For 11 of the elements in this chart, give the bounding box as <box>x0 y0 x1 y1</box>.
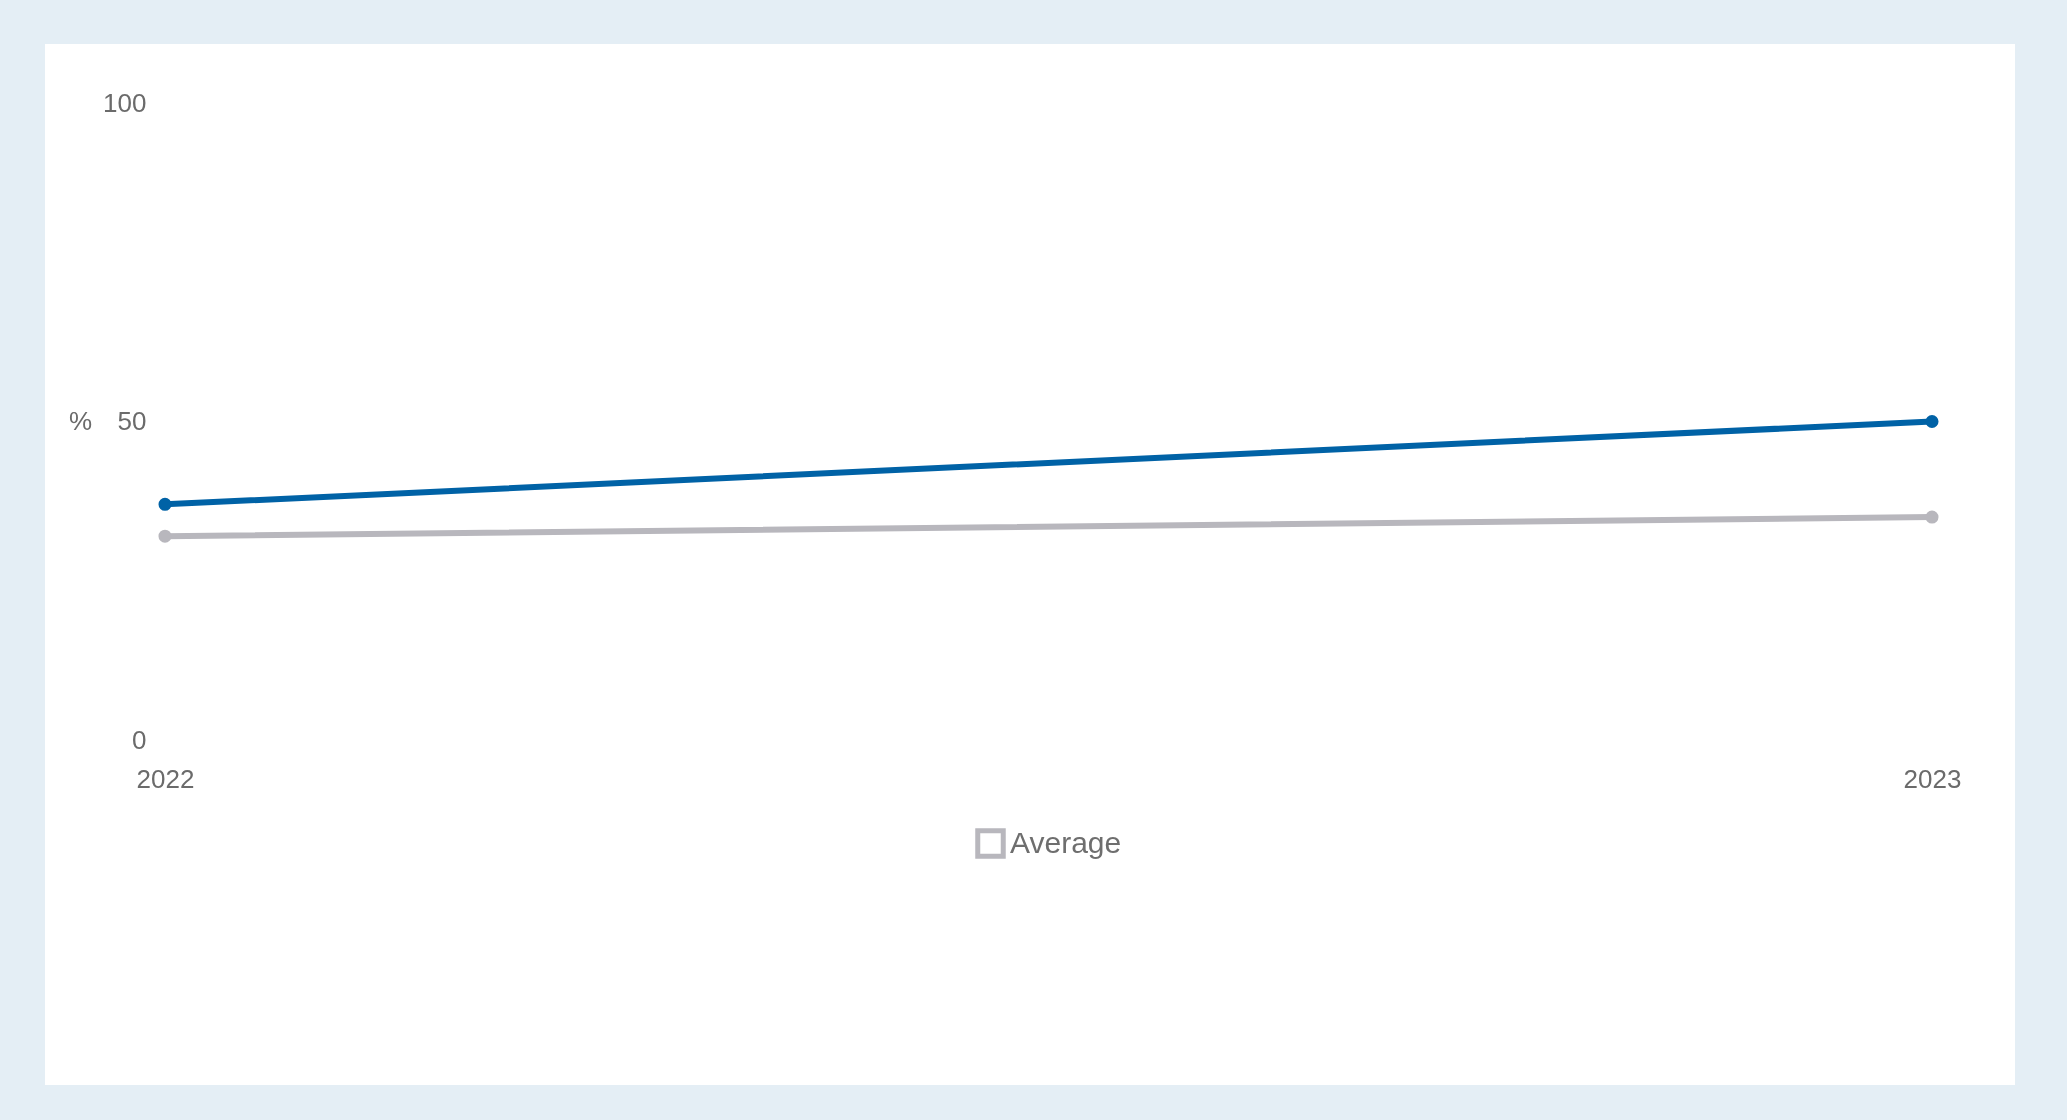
y-tick-label: 0 <box>132 724 147 755</box>
legend-label: Average <box>1010 825 1122 859</box>
y-axis-title: % <box>68 405 93 436</box>
point <box>1925 510 1939 524</box>
point <box>1925 414 1939 429</box>
point <box>158 497 172 511</box>
x-tick-label: 2022 <box>136 763 195 794</box>
point <box>158 529 172 543</box>
y-tick-label: 50 <box>117 406 147 436</box>
y-tick-label: 100 <box>103 87 147 118</box>
x-tick-label: 2023 <box>1903 763 1962 794</box>
